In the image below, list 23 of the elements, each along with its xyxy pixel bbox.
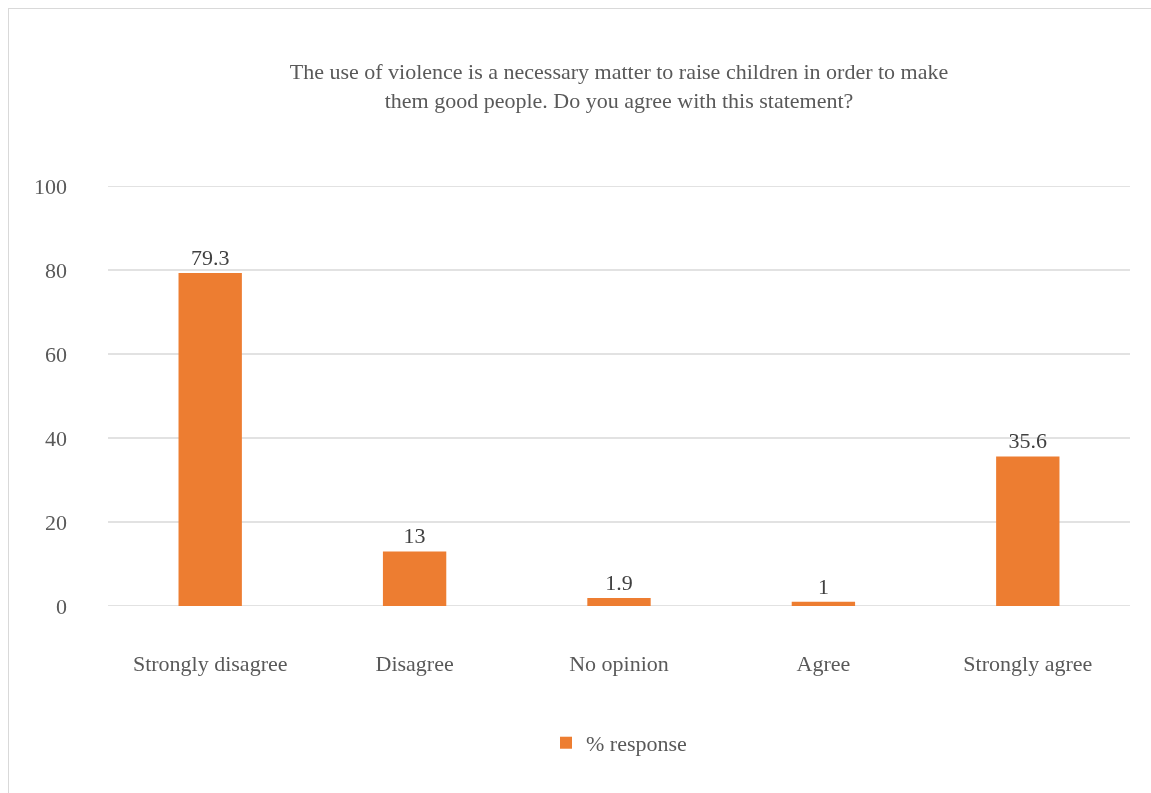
legend-label: % response bbox=[586, 731, 687, 757]
data-label: 1.9 bbox=[605, 570, 633, 596]
y-tick-label: 0 bbox=[56, 593, 67, 619]
bar bbox=[791, 601, 856, 606]
data-label: 13 bbox=[403, 523, 426, 549]
x-tick-label: Strongly disagree bbox=[132, 651, 288, 676]
y-tick-label: 80 bbox=[45, 257, 67, 283]
bar bbox=[382, 551, 447, 606]
data-label: 35.6 bbox=[1008, 428, 1048, 454]
x-tick-label: No opinion bbox=[569, 651, 669, 676]
y-tick-label: 40 bbox=[45, 425, 67, 451]
y-tick-label: 100 bbox=[34, 173, 67, 199]
y-tick-label: 20 bbox=[45, 509, 67, 535]
x-tick-label: Strongly agree bbox=[963, 651, 1093, 676]
data-label: 1 bbox=[817, 573, 829, 599]
bar bbox=[996, 456, 1060, 606]
data-label: 79.3 bbox=[190, 244, 230, 270]
y-tick-label: 60 bbox=[45, 341, 67, 367]
x-tick-label: Agree bbox=[796, 651, 851, 676]
bar bbox=[178, 272, 242, 606]
x-tick-label: Disagree bbox=[375, 651, 454, 676]
chart-title: The use of violence is a necessary matter to raise children in order to make them good people. Do you agree with this statement? bbox=[289, 59, 949, 113]
bar bbox=[587, 598, 651, 606]
